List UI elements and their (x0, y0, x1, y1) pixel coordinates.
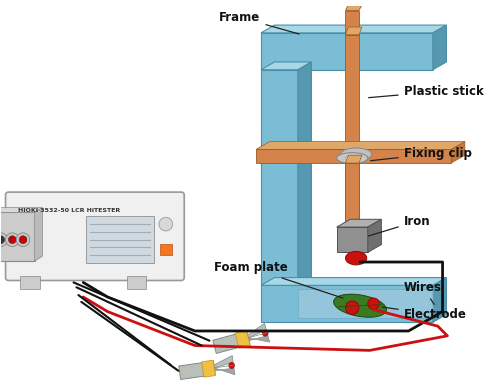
Text: Wires: Wires (404, 281, 442, 304)
Bar (0, 212, 34, 261)
Polygon shape (433, 25, 446, 70)
FancyBboxPatch shape (6, 192, 184, 280)
Text: Foam plate: Foam plate (214, 261, 343, 298)
Polygon shape (256, 149, 452, 163)
Circle shape (6, 233, 19, 246)
Polygon shape (0, 208, 42, 212)
Polygon shape (346, 35, 359, 229)
Polygon shape (261, 285, 433, 322)
Polygon shape (261, 33, 433, 70)
Ellipse shape (334, 294, 386, 317)
Circle shape (346, 301, 359, 314)
Polygon shape (346, 155, 362, 163)
Polygon shape (346, 27, 362, 35)
Circle shape (19, 236, 27, 244)
Polygon shape (248, 323, 266, 338)
Bar (86, 216, 154, 263)
Circle shape (368, 298, 380, 310)
Polygon shape (256, 142, 465, 149)
Polygon shape (261, 70, 298, 285)
Polygon shape (213, 331, 250, 353)
Polygon shape (346, 11, 359, 35)
Text: Electrode: Electrode (382, 307, 466, 321)
Polygon shape (261, 62, 312, 70)
Polygon shape (261, 278, 446, 285)
Circle shape (228, 362, 234, 368)
Circle shape (8, 236, 16, 244)
Text: Plastic stick: Plastic stick (368, 84, 484, 98)
Polygon shape (368, 219, 382, 252)
Polygon shape (336, 227, 368, 252)
Circle shape (0, 233, 8, 246)
Text: Iron: Iron (368, 215, 430, 236)
Polygon shape (214, 368, 235, 375)
Polygon shape (452, 142, 465, 163)
Circle shape (0, 236, 4, 244)
Bar (298, 289, 433, 318)
Polygon shape (261, 25, 446, 33)
Circle shape (16, 233, 30, 246)
Bar (127, 276, 146, 289)
Ellipse shape (336, 152, 368, 163)
Polygon shape (34, 208, 42, 261)
Ellipse shape (340, 148, 372, 160)
Polygon shape (433, 278, 446, 322)
Polygon shape (214, 355, 233, 368)
Text: Fixing clip: Fixing clip (370, 147, 472, 161)
Ellipse shape (346, 251, 367, 265)
Text: HIOKI 3532-50 LCR HiTESTER: HIOKI 3532-50 LCR HiTESTER (18, 208, 120, 213)
Circle shape (262, 330, 268, 336)
Polygon shape (202, 360, 215, 377)
Bar (160, 244, 172, 255)
Circle shape (159, 217, 172, 231)
Polygon shape (179, 361, 216, 380)
Polygon shape (298, 62, 312, 285)
Polygon shape (346, 3, 363, 11)
Bar (20, 276, 40, 289)
Ellipse shape (345, 155, 359, 161)
Polygon shape (336, 219, 382, 227)
Polygon shape (235, 330, 250, 348)
Polygon shape (346, 163, 359, 239)
Text: Frame: Frame (219, 11, 299, 34)
Polygon shape (248, 335, 270, 342)
